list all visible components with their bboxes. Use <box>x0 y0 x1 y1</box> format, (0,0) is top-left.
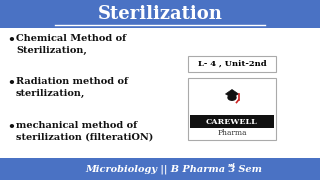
Text: Sem: Sem <box>235 165 262 174</box>
Text: •: • <box>7 34 15 47</box>
Text: Radiation method of: Radiation method of <box>16 77 128 86</box>
Bar <box>188 78 276 140</box>
Polygon shape <box>226 89 238 98</box>
Text: •: • <box>7 121 15 134</box>
Bar <box>188 56 276 72</box>
Text: Sterilization,: Sterilization, <box>16 46 87 55</box>
Ellipse shape <box>228 95 236 100</box>
Bar <box>0 158 320 180</box>
Text: sterilization,: sterilization, <box>16 89 85 98</box>
Bar <box>0 0 320 28</box>
Text: Chemical Method of: Chemical Method of <box>16 34 126 43</box>
Bar <box>0 28 320 158</box>
Text: rd: rd <box>228 163 236 168</box>
Text: mechanical method of: mechanical method of <box>16 121 137 130</box>
Text: L- 4 , Unit-2nd: L- 4 , Unit-2nd <box>198 60 266 68</box>
Text: •: • <box>7 77 15 90</box>
Text: sterilization (filteratiON): sterilization (filteratiON) <box>16 133 153 142</box>
Text: Pharma: Pharma <box>217 129 247 137</box>
Bar <box>190 115 274 128</box>
Text: Microbiology || B Pharma 3: Microbiology || B Pharma 3 <box>85 164 235 174</box>
Text: Sterilization: Sterilization <box>98 5 222 23</box>
Text: CAREWELL: CAREWELL <box>206 118 258 125</box>
